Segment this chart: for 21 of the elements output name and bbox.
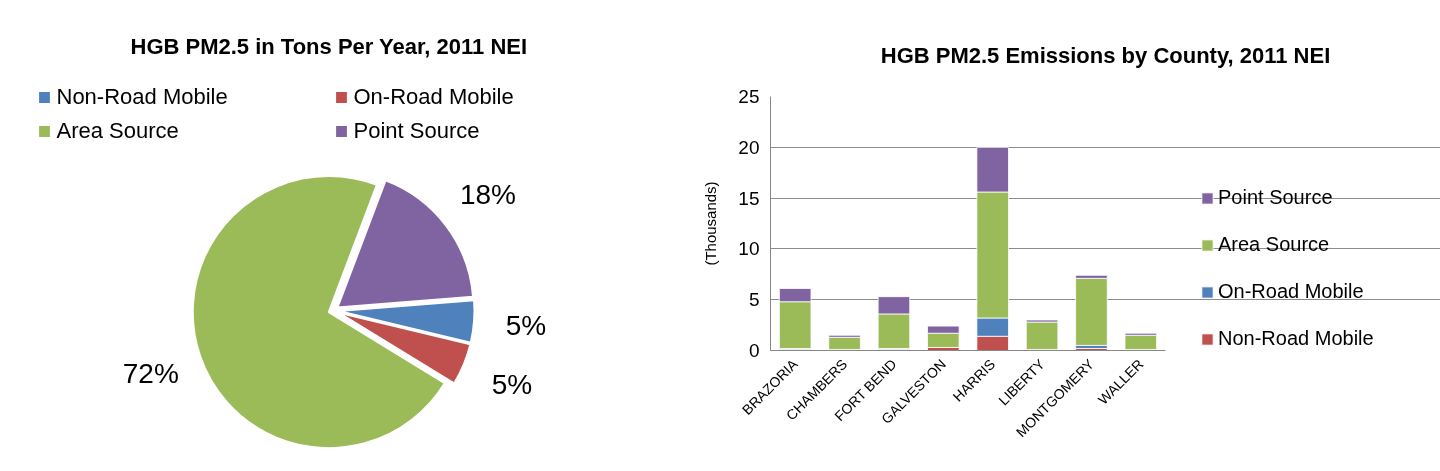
y-tick-label: 15 bbox=[738, 187, 760, 209]
y-tick-label: 20 bbox=[738, 136, 760, 158]
chart-title: HGB PM2.5 Emissions by County, 2011 NEI bbox=[880, 43, 1331, 68]
chart-title: HGB PM2.5 in Tons Per Year, 2011 NEI bbox=[130, 33, 528, 59]
legend-label: Non-Road Mobile bbox=[56, 84, 229, 110]
legend-label: Non-Road Mobile bbox=[1218, 327, 1374, 350]
y-tick-label: 25 bbox=[738, 86, 760, 107]
legend-label: Point Source bbox=[353, 118, 481, 144]
legend-label: On-Road Mobile bbox=[353, 84, 515, 110]
y-axis-title: (Thousands) bbox=[702, 181, 720, 266]
data-label: 5% bbox=[505, 310, 547, 342]
legend-label: Point Source bbox=[1218, 186, 1333, 209]
legend-label: Area Source bbox=[1218, 233, 1330, 256]
legend-label: On-Road Mobile bbox=[1218, 280, 1364, 303]
y-tick-label: 0 bbox=[748, 340, 760, 361]
data-label: 72% bbox=[122, 357, 179, 389]
y-tick-label: 10 bbox=[738, 238, 760, 260]
data-label: 18% bbox=[459, 179, 516, 211]
data-label: 5% bbox=[491, 368, 533, 400]
y-tick-label: 5 bbox=[748, 289, 760, 311]
legend-label: Area Source bbox=[56, 118, 180, 144]
